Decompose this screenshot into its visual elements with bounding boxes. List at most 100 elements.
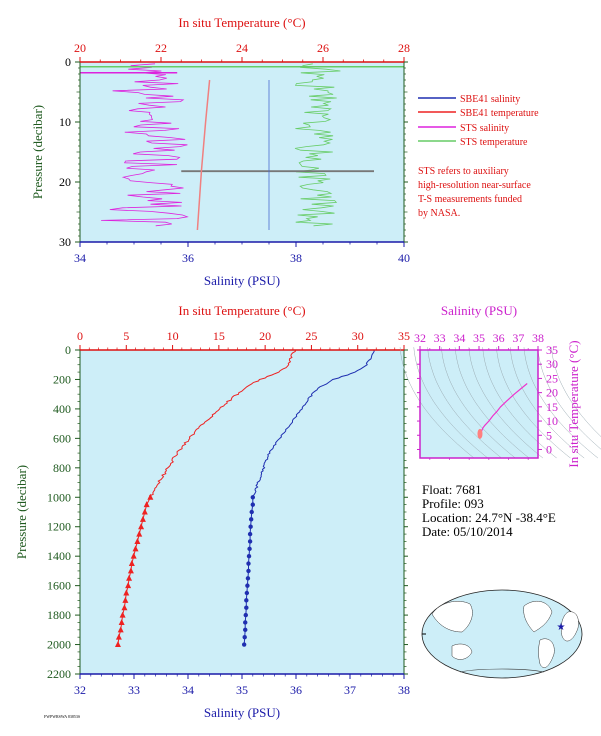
sbe41-salinity-marker bbox=[242, 634, 247, 640]
top-temperature-tick-label: 24 bbox=[236, 41, 248, 55]
inset-salinity-tick-label: 35 bbox=[473, 331, 485, 345]
legend-note-line-1: STS refers to auxiliary bbox=[418, 166, 509, 177]
map-landmass-south-america bbox=[538, 638, 555, 668]
main-salinity-tick-label: 32 bbox=[74, 683, 86, 697]
float-number: Float: 7681 bbox=[422, 482, 482, 497]
near-surface-ticks: 20 22 24 26 28 34 36 38 40 0 10 20 30 bbox=[59, 41, 410, 265]
main-salinity-tick-label: 35 bbox=[236, 683, 248, 697]
legend-label-sbe41-temperature: SBE41 temperature bbox=[460, 108, 539, 119]
full-profile-panel: 0 5 10 15 20 25 30 35 32 33 34 35 36 37 38 0 200 400 600 80… bbox=[14, 303, 410, 720]
map-landmass-australia bbox=[451, 643, 473, 660]
sbe41-temperature-marker bbox=[123, 589, 130, 596]
near-surface-temperature-axis-title: In situ Temperature (°C) bbox=[178, 15, 305, 30]
ts-density-contour bbox=[413, 347, 488, 459]
sbe41-salinity-marker bbox=[243, 627, 248, 633]
ts-density-contour bbox=[427, 347, 502, 459]
ts-density-contour bbox=[496, 347, 571, 459]
sbe41-salinity-marker bbox=[245, 583, 250, 588]
sbe41-temperature-marker bbox=[132, 545, 139, 552]
main-salinity-tick-label: 34 bbox=[182, 683, 194, 697]
inset-temperature-tick-label: 5 bbox=[546, 428, 552, 442]
main-pressure-tick-label: 1800 bbox=[47, 608, 71, 622]
main-pressure-tick-label: 800 bbox=[53, 461, 71, 475]
near-surface-pressure-axis-title: Pressure (decibar) bbox=[30, 105, 45, 199]
sbe41-salinity-marker bbox=[247, 546, 252, 552]
top-salinity-tick-label: 40 bbox=[398, 251, 410, 265]
sbe41-salinity-marker bbox=[246, 553, 252, 559]
profile-number: Profile: 093 bbox=[422, 496, 484, 511]
top-pressure-tick-label: 20 bbox=[59, 175, 71, 189]
full-profile-ticks: 0 5 10 15 20 25 30 35 32 33 34 35 36 37 38 0 200 400 600 80… bbox=[47, 329, 410, 697]
sbe41-temperature-marker bbox=[128, 560, 135, 567]
ts-density-contour bbox=[454, 347, 530, 459]
inset-salinity-tick-label: 37 bbox=[512, 331, 524, 345]
full-profile-data bbox=[114, 349, 375, 648]
sbe41-temperature-marker bbox=[139, 515, 146, 522]
sbe41-temperature-line bbox=[196, 79, 211, 231]
top-salinity-tick-label: 38 bbox=[290, 251, 302, 265]
inset-salinity-tick-label: 38 bbox=[532, 331, 544, 345]
sbe41-temperature-marker bbox=[114, 641, 121, 648]
sbe41-salinity-marker bbox=[250, 495, 255, 500]
ts-deep-cluster bbox=[477, 428, 483, 439]
sbe41-temperature-marker bbox=[121, 604, 128, 611]
top-pressure-tick-label: 30 bbox=[59, 235, 71, 249]
near-surface-data bbox=[80, 63, 404, 231]
legend-label-sbe41-salinity: SBE41 salinity bbox=[460, 94, 520, 105]
sbe41-temperature-marker bbox=[130, 552, 137, 559]
sbe41-salinity-marker bbox=[246, 568, 251, 574]
near-surface-plot-area bbox=[80, 62, 404, 242]
sbe41-salinity-marker bbox=[246, 561, 251, 566]
ts-inset-plot-area bbox=[420, 350, 538, 458]
sbe41-salinity-marker bbox=[248, 517, 254, 522]
main-temperature-tick-label: 0 bbox=[77, 329, 83, 343]
sbe41-temperature-marker bbox=[117, 626, 124, 633]
float-info: Float: 7681 Profile: 093 Location: 24.7°… bbox=[422, 482, 556, 539]
sbe41-temperature-marker bbox=[141, 508, 148, 515]
legend-label-sts-salinity: STS salinity bbox=[460, 123, 509, 134]
sbe41-temperature-marker bbox=[119, 611, 126, 618]
main-salinity-tick-label: 37 bbox=[344, 683, 356, 697]
legend-label-sts-temperature: STS temperature bbox=[460, 137, 528, 148]
main-salinity-tick-label: 36 bbox=[290, 683, 302, 697]
sbe41-temperature-marker bbox=[125, 582, 132, 589]
sbe41-temperature-marker bbox=[122, 596, 129, 603]
ts-inset-salinity-axis-title: Salinity (PSU) bbox=[441, 303, 517, 318]
main-pressure-tick-label: 2200 bbox=[47, 667, 71, 681]
sbe41-salinity-marker bbox=[241, 642, 247, 647]
sbe41-temperature-marker bbox=[138, 523, 145, 530]
sbe41-temperature-marker bbox=[126, 574, 133, 581]
main-salinity-tick-label: 38 bbox=[398, 683, 410, 697]
ts-inset-temperature-axis-title: In situ Temperature (°C) bbox=[566, 340, 581, 467]
full-profile-salinity-axis-title: Salinity (PSU) bbox=[204, 705, 280, 720]
top-temperature-tick-label: 26 bbox=[317, 41, 329, 55]
inset-salinity-tick-label: 32 bbox=[414, 331, 426, 345]
full-profile-pressure-axis-title: Pressure (decibar) bbox=[14, 465, 29, 559]
sbe41-salinity-marker bbox=[243, 620, 248, 625]
main-pressure-tick-label: 0 bbox=[65, 343, 71, 357]
inset-temperature-tick-label: 0 bbox=[546, 442, 552, 456]
inset-salinity-tick-label: 34 bbox=[453, 331, 465, 345]
full-profile-temperature-axis-title: In situ Temperature (°C) bbox=[178, 303, 305, 318]
sts-salinity-line bbox=[101, 63, 189, 227]
main-temperature-tick-label: 20 bbox=[259, 329, 271, 343]
main-temperature-tick-label: 10 bbox=[167, 329, 179, 343]
ts-density-contour bbox=[482, 347, 557, 459]
main-pressure-tick-label: 2000 bbox=[47, 638, 71, 652]
near-surface-salinity-axis-title: Salinity (PSU) bbox=[204, 273, 280, 288]
inset-temperature-tick-label: 35 bbox=[546, 343, 558, 357]
top-temperature-tick-label: 22 bbox=[155, 41, 167, 55]
sbe41-temperature-marker bbox=[147, 493, 154, 500]
sbe41-temperature-marker bbox=[115, 633, 122, 640]
profile-date: Date: 05/10/2014 bbox=[422, 524, 513, 539]
sbe41-salinity-upper-line bbox=[252, 349, 375, 498]
inset-temperature-tick-label: 20 bbox=[546, 386, 558, 400]
map-landmass-antarctica bbox=[459, 668, 545, 673]
inset-salinity-tick-label: 33 bbox=[434, 331, 446, 345]
top-pressure-tick-label: 0 bbox=[65, 55, 71, 69]
main-pressure-tick-label: 400 bbox=[53, 402, 71, 416]
main-pressure-tick-label: 600 bbox=[53, 431, 71, 445]
map-landmass-north-america bbox=[523, 600, 553, 633]
